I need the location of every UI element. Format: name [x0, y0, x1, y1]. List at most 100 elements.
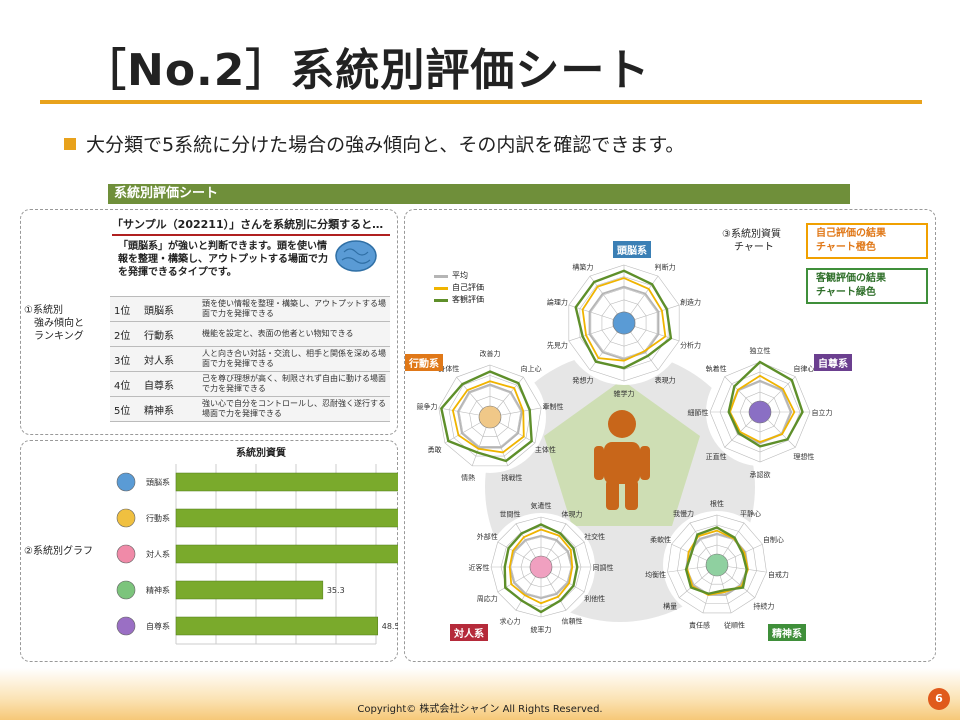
- label-self: 自尊系: [814, 354, 852, 371]
- copyright: Copyright© 株式会社シャイン All Rights Reserved.: [357, 704, 603, 715]
- radar-axis-label: 体現力: [562, 509, 583, 518]
- ranking-row: 3位 対人系 人と向き合い対話・交流し、相手と関係を深める場面で力を発揮できる: [110, 346, 390, 372]
- radar-grid: [458, 385, 522, 447]
- category-icon: [116, 580, 136, 600]
- ranking-pos: 4位: [110, 371, 140, 397]
- category-icon: [116, 616, 136, 636]
- bullet-square-icon: [64, 137, 76, 150]
- callout-chart-line2: チャート: [734, 242, 774, 253]
- radar-axis-label: 独立性: [750, 346, 771, 355]
- bar: [175, 508, 398, 528]
- radar-axis-label: 気遣性: [531, 501, 552, 510]
- legend-swatch: [434, 286, 448, 290]
- brain-icon: [335, 240, 377, 272]
- radar-axis-label: 改善力: [480, 349, 501, 358]
- radar-axis-label: 身体性: [438, 364, 459, 373]
- bar: [175, 616, 379, 636]
- radar-axis-label: 雑学力: [614, 389, 635, 398]
- radar-series-2: [684, 526, 748, 596]
- radar-legend-item: 平均: [434, 270, 484, 282]
- callout-chart: ③系統別資質 チャート: [722, 228, 781, 254]
- radar-axis-label: 勇敢: [428, 445, 442, 454]
- category-icon: [116, 544, 136, 564]
- radar-axis-label: 論理力: [547, 297, 568, 306]
- sample-heading: 「サンプル（202211）」さんを系統別に分類すると…: [112, 218, 384, 231]
- radar-series-1: [581, 277, 667, 362]
- page-number: 6: [928, 688, 950, 710]
- radar-axis-label: 責任感: [689, 620, 710, 629]
- radar-axis-label: 利他性: [584, 594, 605, 603]
- ranking-desc: 強い心で自分をコントロールし、忍耐強く遂行する場面で力を発揮できる: [198, 396, 390, 422]
- radar-axis-label: 根性: [710, 499, 724, 508]
- bar-category-label: 対人系: [146, 549, 170, 559]
- radar-axis-label: 承認欲: [750, 470, 771, 479]
- radar-axis-label: 柔軟性: [650, 535, 671, 544]
- sample-description: 「頭脳系」が強いと判断できます。頭を使い情報を整理・構築し、アウトプットする場面…: [118, 241, 328, 278]
- bar-category-label: 頭脳系: [146, 477, 170, 487]
- radar-series-0: [457, 383, 523, 449]
- radar-center-icon: [705, 553, 729, 577]
- callout-ranking-line1: ①系統別: [24, 305, 63, 316]
- bar-chart-title: 系統別資質: [236, 448, 286, 459]
- legend-objective-line1: 客観評価の結果: [816, 273, 886, 284]
- legend-label: 自己評価: [452, 283, 484, 292]
- radar-axis-label: 均衡性: [645, 570, 666, 579]
- radar-axis-label: 社交性: [584, 532, 605, 541]
- radar-axis-label: 情熱: [461, 473, 475, 482]
- bar: [175, 580, 324, 600]
- bar: [175, 472, 398, 492]
- radar-grid: [469, 395, 511, 437]
- legend-objective-line2: チャート緑色: [816, 287, 876, 298]
- legend-swatch: [434, 274, 448, 278]
- radar-axis-label: 分析力: [680, 341, 701, 350]
- radar-legend-item: 自己評価: [434, 282, 484, 294]
- radar-grid: [677, 524, 757, 604]
- label-action: 行動系: [405, 354, 443, 371]
- radar-legend: 平均自己評価客観評価: [434, 270, 484, 306]
- title-underline: [40, 100, 922, 104]
- ranking-row: 4位 自尊系 己を尊び理想が高く、制限されず自由に動ける場面で力を発揮できる: [110, 371, 390, 397]
- radar-axis-label: 先見力: [547, 341, 568, 350]
- legend-label: 客観評価: [452, 295, 484, 304]
- legend-label: 平均: [452, 271, 468, 280]
- radar-axis-label: 近客性: [469, 563, 490, 572]
- chart-panel: [404, 209, 936, 662]
- callout-ranking: ①系統別 強み傾向と ランキング: [24, 304, 84, 343]
- radar-axis-label: 信頼性: [562, 617, 583, 626]
- radar-axis-label: 執着性: [706, 364, 727, 373]
- radar-axis-label: 自制心: [763, 535, 784, 544]
- radar-axis-label: 向上心: [521, 364, 542, 373]
- bar-category-label: 精神系: [146, 585, 170, 595]
- radar-axis-label: 発想力: [572, 376, 593, 385]
- legend-self-line2: チャート橙色: [816, 242, 876, 253]
- callout-ranking-line3: ランキング: [34, 331, 84, 342]
- label-mental: 精神系: [768, 624, 806, 641]
- label-personal: 対人系: [450, 624, 488, 641]
- radar-axis-label: 主体性: [535, 445, 556, 454]
- bar-value-label: 48.5: [382, 622, 398, 631]
- radar-axis-label: 牽制性: [543, 402, 564, 411]
- radar-axis-label: 外部性: [477, 532, 498, 541]
- ranking-desc: 頭を使い情報を整理・構築し、アウトプットする場面で力を発揮できる: [198, 296, 390, 322]
- radar-axis-label: 自律心: [793, 364, 814, 373]
- legend-self-eval: 自己評価の結果 チャート橙色: [806, 223, 928, 259]
- radar-series-2: [503, 523, 579, 614]
- radar-series-0: [588, 285, 660, 361]
- radar-axis-label: 周応力: [477, 594, 498, 603]
- callout-graph: ②系統別グラフ: [24, 546, 93, 557]
- radar-axis-label: 創造力: [680, 297, 701, 306]
- sheet-header-bar: 系統別評価シート: [108, 184, 850, 204]
- radar-axis-label: 求心力: [500, 617, 521, 626]
- radar-axis-label: 表現力: [655, 376, 676, 385]
- radar-grid: [667, 514, 767, 614]
- radar-series-1: [508, 528, 574, 605]
- label-brain: 頭脳系: [613, 241, 651, 258]
- radar-axis-label: 理想性: [793, 452, 814, 461]
- ranking-pos: 3位: [110, 346, 140, 372]
- radar-axis-label: 判断力: [655, 262, 676, 271]
